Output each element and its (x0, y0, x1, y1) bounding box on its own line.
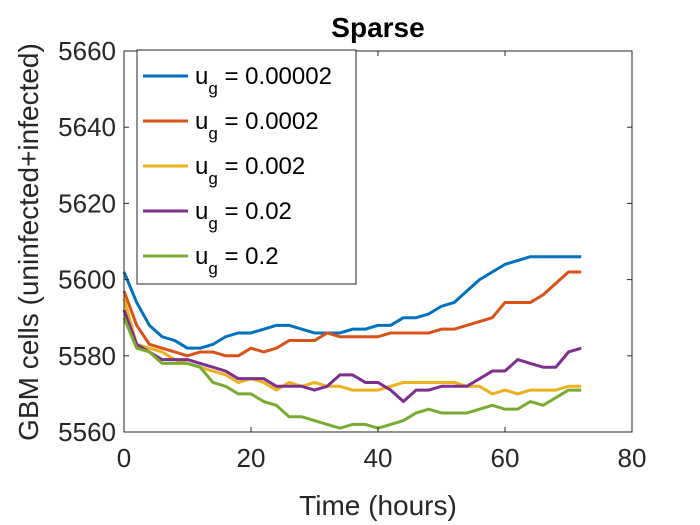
legend-label-sub-1: g (208, 124, 217, 143)
legend-label-value-1: = 0.0002 (218, 108, 319, 135)
series-line-0 (122, 255, 582, 350)
legend-label-value-2: = 0.002 (218, 153, 305, 180)
legend-item-0: ug = 0.00002 (143, 63, 332, 98)
y-tick-label-0: 5560 (58, 417, 116, 447)
legend-label-value-4: = 0.2 (218, 243, 279, 270)
legend-item-3: ug = 0.02 (143, 198, 292, 233)
y-tick-label-5: 5660 (58, 36, 116, 66)
x-tick-label-2: 40 (364, 443, 393, 473)
legend-item-1: ug = 0.0002 (143, 108, 319, 143)
legend-label-4: ug = 0.2 (195, 243, 279, 278)
y-tick-label-1: 5580 (58, 341, 116, 371)
series-line-3 (122, 309, 582, 404)
series-layer (122, 255, 582, 430)
x-tick-label-1: 20 (237, 443, 266, 473)
legend-label-2: ug = 0.002 (195, 153, 305, 188)
x-tick-label-4: 80 (618, 443, 647, 473)
legend-label-sub-4: g (208, 259, 217, 278)
legend-label-main-4: u (195, 243, 208, 270)
legend-label-sub-0: g (208, 79, 217, 98)
y-tick-label-4: 5640 (58, 112, 116, 142)
legend-label-value-0: = 0.00002 (218, 63, 332, 90)
legend-item-4: ug = 0.2 (143, 243, 279, 278)
legend-label-sub-3: g (208, 214, 217, 233)
x-tick-label-3: 60 (491, 443, 520, 473)
legend-label-3: ug = 0.02 (195, 198, 292, 233)
legend-label-main-2: u (195, 153, 208, 180)
legend-label-main-3: u (195, 198, 208, 225)
legend-label-main-0: u (195, 63, 208, 90)
legend-label-0: ug = 0.00002 (195, 63, 332, 98)
legend-item-2: ug = 0.002 (143, 153, 305, 188)
y-tick-label-3: 5620 (58, 188, 116, 218)
legend-label-sub-2: g (208, 169, 217, 188)
y-axis-title: GBM cells (uninfected+infected) (13, 43, 44, 441)
series-line-4 (122, 317, 582, 430)
series-line-1 (122, 270, 582, 358)
legend-label-main-1: u (195, 108, 208, 135)
tick-layer: 0 20 40 60 80 5560 5580 5600 5620 5640 5660 (58, 36, 646, 473)
x-tick-label-0: 0 (117, 443, 131, 473)
legend-label-1: ug = 0.0002 (195, 108, 319, 143)
x-axis-title: Time (hours) (299, 490, 457, 521)
chart-title: Sparse (331, 12, 424, 43)
legend-label-value-3: = 0.02 (218, 198, 292, 225)
y-tick-label-2: 5600 (58, 265, 116, 295)
